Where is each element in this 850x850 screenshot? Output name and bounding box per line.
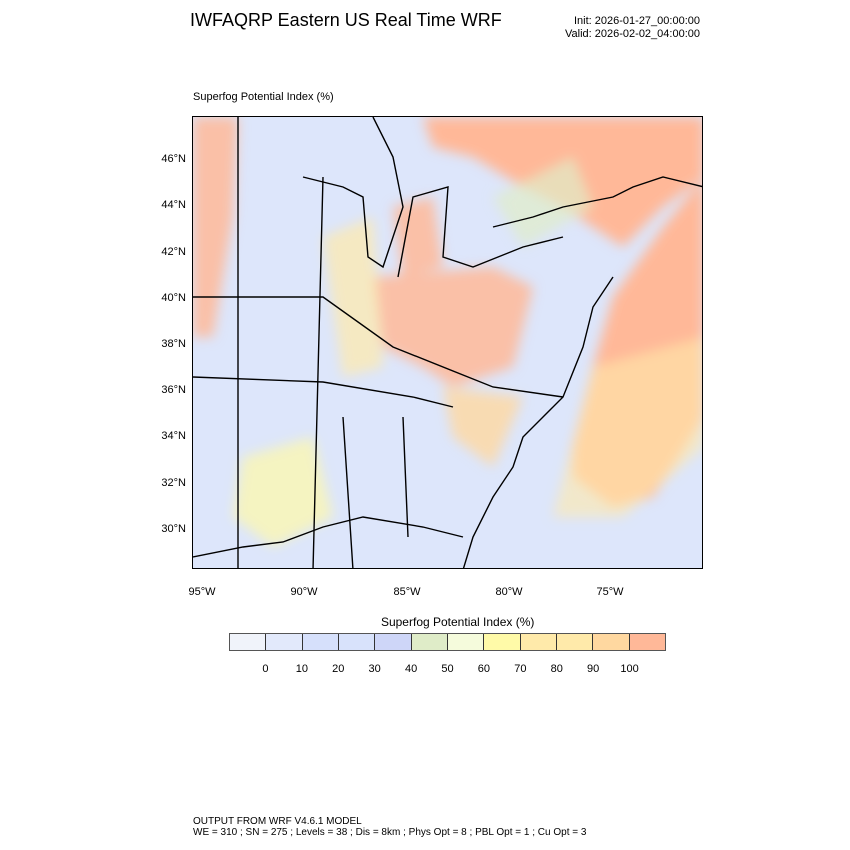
colorbar-label: 20	[332, 663, 345, 675]
model-config: WE = 310 ; SN = 275 ; Levels = 38 ; Dis …	[193, 827, 587, 838]
lat-label: 32°N	[161, 477, 186, 489]
colorbar-label: 0	[262, 663, 269, 675]
lat-label: 46°N	[161, 153, 186, 165]
lon-label: 95°W	[188, 586, 216, 598]
page-title: IWFAQRP Eastern US Real Time WRF	[190, 10, 502, 30]
boundaries	[193, 117, 702, 568]
colorbar-label: 70	[514, 663, 527, 675]
lat-label: 36°N	[161, 384, 186, 396]
superfog-field	[193, 117, 702, 568]
moderate-region-gulf	[233, 437, 333, 547]
moderate-region-illinois	[323, 217, 383, 377]
colorbar-label: 60	[477, 663, 491, 675]
model-info: OUTPUT FROM WRF V4.6.1 MODEL WE = 310 ; …	[193, 816, 586, 838]
colorbar-box	[266, 634, 303, 650]
colorbar-box	[447, 634, 485, 650]
colorbar-label: 80	[550, 663, 563, 675]
field-title: Superfog Potential Index (%)	[193, 91, 334, 103]
colorbar-box	[484, 634, 521, 650]
model-version: OUTPUT FROM WRF V4.6.1 MODEL	[193, 816, 362, 827]
lat-label: 42°N	[161, 246, 186, 258]
colorbar-label: 30	[368, 663, 381, 675]
high-region-ohio-valley	[373, 267, 533, 387]
lat-label: 40°N	[161, 292, 186, 304]
lat-label: 34°N	[161, 430, 186, 442]
colorbar-box	[338, 634, 376, 650]
low-region-lakes	[493, 157, 593, 247]
colorbar-label: 50	[441, 663, 454, 675]
moderate-region-carolinas	[443, 387, 523, 467]
colorbar-label: 10	[295, 663, 308, 675]
lat-label: 38°N	[161, 338, 186, 350]
colorbar-title: Superfog Potential Index (%)	[380, 615, 535, 629]
valid-time: Valid: 2026-02-02_04:00:00	[565, 28, 700, 40]
lon-label: 75°W	[596, 586, 624, 598]
map-panel	[192, 116, 703, 569]
colorbar	[229, 633, 666, 651]
colorbar-box	[520, 634, 557, 650]
run-times: Init: 2026-01-27_00:00:00 Valid: 2026-02…	[565, 15, 700, 41]
high-region-michigan	[393, 197, 443, 277]
lon-label: 80°W	[495, 586, 523, 598]
colorbar-box	[629, 634, 665, 650]
moderate-region-atlantic	[553, 337, 702, 517]
colorbar-box	[411, 634, 448, 650]
lon-label: 85°W	[393, 586, 421, 598]
lon-label: 90°W	[290, 586, 318, 598]
colorbar-box	[375, 634, 412, 650]
lat-label: 30°N	[161, 523, 186, 535]
colorbar-box	[302, 634, 339, 650]
init-time: Init: 2026-01-27_00:00:00	[574, 15, 700, 27]
colorbar-box	[593, 634, 630, 650]
colorbar-label: 40	[404, 663, 418, 675]
colorbar-label: 90	[587, 663, 600, 675]
high-region-west	[193, 117, 238, 337]
colorbar-box	[556, 634, 594, 650]
colorbar-label: 100	[620, 663, 639, 675]
lat-label: 44°N	[161, 199, 186, 211]
colorbar-box	[230, 634, 267, 650]
